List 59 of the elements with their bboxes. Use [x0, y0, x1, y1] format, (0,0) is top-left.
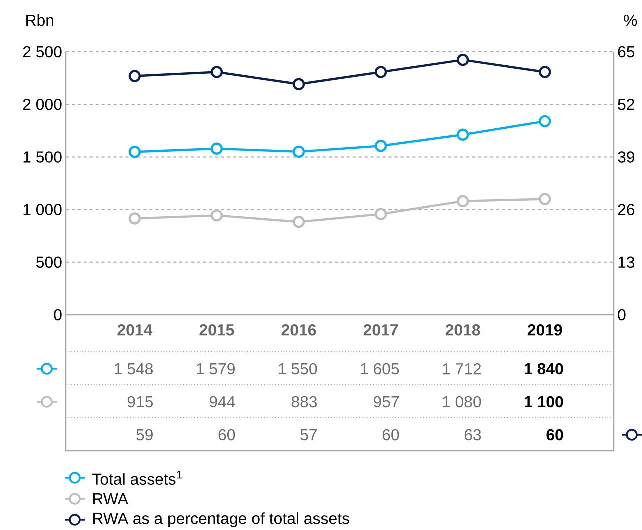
point: [292, 78, 306, 90]
data-label: 1 579: [197, 363, 235, 375]
point: [539, 193, 552, 206]
y-tick-label: 1 000: [24, 204, 62, 216]
y2-tick-label: 65: [618, 46, 635, 58]
y-axis-title: Rbn: [26, 14, 54, 26]
data-label: 1 080: [443, 396, 482, 408]
data-label: 944: [210, 396, 236, 408]
y-tick-label: 1 500: [24, 152, 62, 163]
x-tick-label: 2019: [528, 324, 562, 336]
data-label: 60: [382, 429, 400, 441]
data-label: 957: [374, 396, 400, 408]
data-label: 915: [128, 396, 154, 408]
legend-label: RWA: [94, 494, 128, 504]
y2-tick-label: 39: [618, 152, 635, 163]
point: [210, 66, 224, 78]
data-label: 1 712: [443, 363, 482, 375]
data-label: 1 548: [115, 363, 153, 375]
x-tick-label: 2018: [446, 324, 480, 336]
point: [456, 195, 470, 208]
point: [210, 210, 224, 222]
point: [128, 212, 142, 225]
data-label: 1 605: [361, 363, 400, 375]
point: [128, 146, 142, 158]
data-label: 883: [292, 396, 318, 408]
point: [374, 140, 388, 152]
data-label: 1 100: [525, 396, 564, 408]
y2-axis-title: %: [624, 14, 638, 26]
y2-tick-label: 13: [618, 256, 635, 268]
data-label: 59: [136, 429, 153, 441]
legend-label: Total assets$^{1}$: [92, 470, 182, 486]
y2-tick-label: 26: [618, 204, 635, 216]
x-tick-label: 2015: [200, 324, 234, 336]
point: [539, 66, 552, 78]
data-label: 63: [464, 429, 482, 441]
y-tick-label: 500: [36, 256, 62, 268]
point: [374, 208, 388, 220]
y-tick-label: 0: [54, 309, 62, 321]
data-label: 57: [300, 429, 317, 441]
point: [374, 66, 388, 78]
point: [456, 128, 470, 141]
y2-tick-label: 0: [618, 309, 626, 321]
x-tick-label: 2017: [364, 324, 398, 336]
data-label: 1 550: [279, 363, 318, 375]
x-tick-label: 2014: [118, 324, 153, 336]
point: [292, 146, 306, 158]
point: [128, 70, 142, 82]
x-tick-label: 2016: [282, 324, 316, 336]
point: [292, 216, 306, 228]
data-label: 60: [546, 429, 564, 441]
point: [210, 142, 224, 155]
data-label: 1 840: [525, 363, 564, 375]
y2-tick-label: 52: [618, 98, 634, 110]
point: [456, 54, 470, 66]
y-tick-label: 2 500: [23, 46, 62, 58]
point: [539, 115, 552, 128]
legend-label: RWA as a percentage of total assets: [94, 512, 350, 528]
y-tick-label: 2 000: [23, 98, 62, 110]
data-label: 60: [218, 429, 236, 441]
